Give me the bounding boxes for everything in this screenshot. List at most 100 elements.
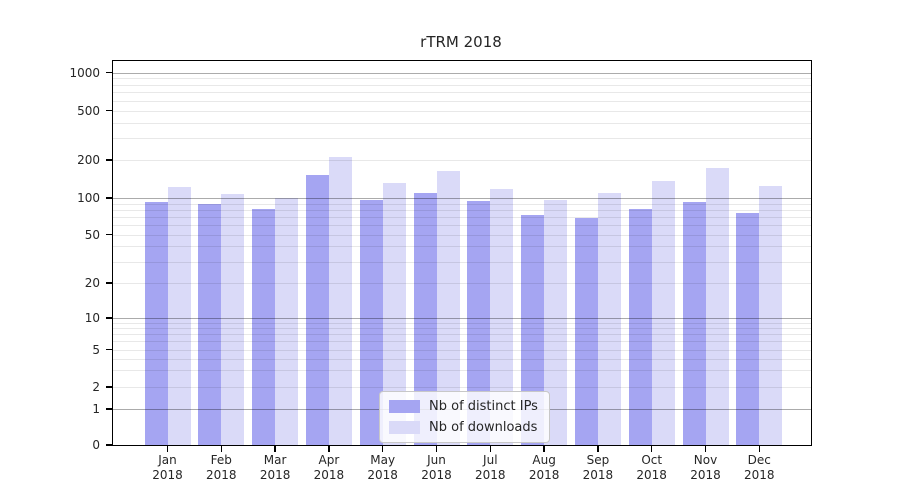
y-tick-10 xyxy=(106,317,112,319)
gridline-minor-800 xyxy=(113,84,811,86)
bar-downloads-mar xyxy=(275,198,299,445)
y-tick-50 xyxy=(106,233,112,236)
bar-downloads-aug xyxy=(544,200,568,445)
x-tick-apr xyxy=(328,446,330,452)
grid-layer xyxy=(113,61,811,445)
legend-item-distinct-ips: Nb of distinct IPs xyxy=(389,399,538,414)
gridline-minor-20 xyxy=(113,283,811,284)
bars-layer xyxy=(113,61,811,445)
y-tick-100 xyxy=(106,197,112,199)
gridline-minor-80 xyxy=(113,209,811,211)
legend-label-distinct-ips: Nb of distinct IPs xyxy=(429,399,538,414)
bar-downloads-apr xyxy=(328,156,352,445)
gridline-major-10 xyxy=(113,318,811,319)
gridline-minor-30 xyxy=(113,261,811,263)
y-tick-0 xyxy=(106,444,112,446)
y-tick-label-10: 10 xyxy=(84,311,100,325)
y-tick-label-0: 0 xyxy=(92,438,100,452)
y-tick-label-1000: 1000 xyxy=(69,65,100,80)
bar-distinct-ips-jan xyxy=(144,202,168,445)
y-tick-5 xyxy=(106,348,112,351)
gridline-minor-60 xyxy=(113,224,811,226)
gridline-minor-70 xyxy=(113,216,811,218)
gridline-minor-500 xyxy=(113,110,811,112)
x-tick-oct xyxy=(651,446,653,452)
bar-distinct-ips-aug xyxy=(521,214,545,445)
x-tick-mar xyxy=(274,446,276,452)
x-tick-label-jan: Jan 2018 xyxy=(152,453,183,482)
plot-area: 0 1 2 5 10 20 50 100 200 500 1000 Jan 2018 Feb 2018… xyxy=(69,60,812,482)
x-tick-label-sep: Sep 2018 xyxy=(582,453,614,482)
gridline-minor-200 xyxy=(113,160,811,161)
y-tick-label-500: 500 xyxy=(77,103,100,118)
x-tick-label-mar: Mar 2018 xyxy=(259,453,291,482)
x-tick-label-nov: Nov 2018 xyxy=(690,453,721,482)
gridline-minor-2 xyxy=(113,387,811,388)
legend-label-downloads: Nb of downloads xyxy=(429,420,538,435)
gridline-major-1000 xyxy=(113,72,811,74)
bar-distinct-ips-dec xyxy=(736,213,760,445)
y-tick-label-200: 200 xyxy=(77,153,100,167)
gridline-minor-5 xyxy=(113,349,811,351)
x-tick-label-jul: Jul 2018 xyxy=(475,453,506,482)
bar-downloads-jan xyxy=(167,186,191,445)
bar-distinct-ips-nov xyxy=(682,201,706,445)
y-tick-label-1: 1 xyxy=(92,402,100,416)
x-tick-dec xyxy=(758,446,760,452)
x-tick-label-aug: Aug 2018 xyxy=(528,453,560,482)
y-tick-label-100: 100 xyxy=(77,191,100,205)
legend-swatch-distinct-ips xyxy=(389,400,420,413)
bar-downloads-dec xyxy=(759,186,783,445)
x-tick-label-may: May 2018 xyxy=(367,453,398,482)
x-tick-may xyxy=(382,446,384,452)
bar-distinct-ips-may xyxy=(359,200,383,445)
bar-downloads-oct xyxy=(651,181,675,445)
gridline-minor-7 xyxy=(113,334,811,336)
gridline-major-100 xyxy=(113,198,811,199)
gridline-minor-900 xyxy=(113,78,811,80)
gridline-minor-300 xyxy=(113,138,811,140)
x-tick-sep xyxy=(597,446,599,452)
y-tick-1 xyxy=(106,408,112,410)
y-tick-label-50: 50 xyxy=(84,227,100,242)
bar-downloads-nov xyxy=(705,168,729,445)
gridline-minor-6 xyxy=(113,341,811,343)
bar-downloads-may xyxy=(382,182,406,445)
y-tick-20 xyxy=(106,282,112,284)
bar-distinct-ips-mar xyxy=(252,208,276,445)
bar-downloads-jul xyxy=(490,188,514,445)
x-tick-label-feb: Feb 2018 xyxy=(206,453,237,482)
y-tick-2 xyxy=(106,386,112,388)
gridline-minor-8 xyxy=(113,328,811,330)
x-tick-label-oct: Oct 2018 xyxy=(636,453,667,482)
gridline-minor-4 xyxy=(113,358,811,360)
gridline-minor-9 xyxy=(113,322,811,324)
gridline-minor-90 xyxy=(113,203,811,205)
y-tick-label-5: 5 xyxy=(92,342,100,357)
gridline-minor-700 xyxy=(113,92,811,94)
x-tick-nov xyxy=(704,446,707,452)
chart-title: rTRM 2018 xyxy=(420,33,502,51)
x-tick-label-apr: Apr 2018 xyxy=(313,453,345,482)
gridline-minor-50 xyxy=(113,234,811,236)
y-tick-500 xyxy=(106,109,112,112)
bar-distinct-ips-feb xyxy=(198,204,222,445)
gridline-minor-400 xyxy=(113,122,811,124)
x-tick-jun xyxy=(435,446,438,452)
legend: Nb of distinct IPs Nb of downloads xyxy=(379,391,550,443)
x-tick-label-dec: Dec 2018 xyxy=(744,453,775,482)
bar-distinct-ips-jun xyxy=(413,192,437,445)
bar-distinct-ips-jul xyxy=(467,200,491,445)
bar-distinct-ips-apr xyxy=(305,175,329,445)
x-tick-aug xyxy=(543,446,545,452)
bar-distinct-ips-oct xyxy=(628,209,652,445)
legend-item-downloads: Nb of downloads xyxy=(389,420,538,435)
bar-distinct-ips-sep xyxy=(574,217,598,445)
y-tick-1000 xyxy=(106,71,112,74)
bar-downloads-feb xyxy=(221,193,245,445)
gridline-minor-40 xyxy=(113,246,811,248)
gridline-minor-3 xyxy=(113,370,811,372)
x-tick-jul xyxy=(489,446,491,452)
x-tick-feb xyxy=(220,446,222,452)
